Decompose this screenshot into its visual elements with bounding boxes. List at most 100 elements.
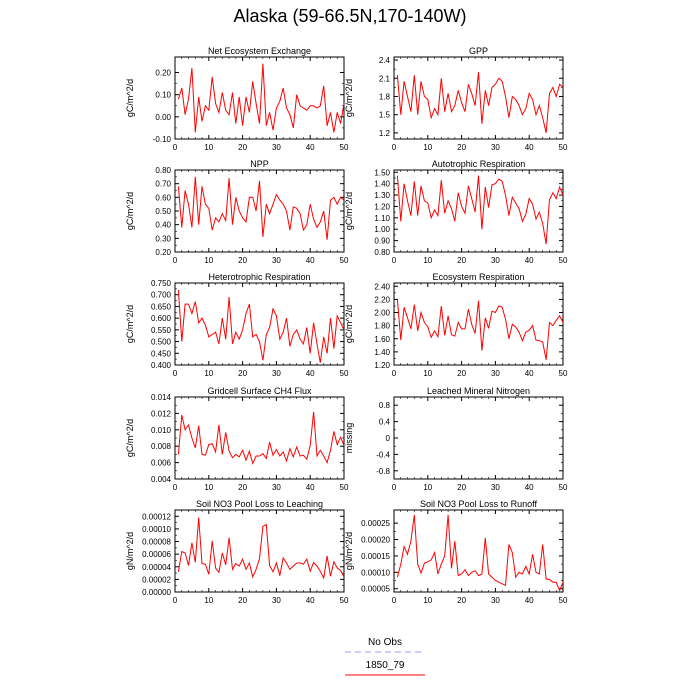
x-tick-label: 50	[340, 143, 349, 152]
y-tick-label: 0.00	[155, 113, 171, 122]
x-tick-label: 30	[491, 369, 500, 378]
x-tick-label: 0	[392, 256, 397, 265]
y-tick-label: 0.20	[155, 69, 171, 78]
x-tick-label: 20	[457, 596, 466, 605]
y-axis-label: missing	[344, 423, 354, 454]
y-tick-label: 0.8	[379, 401, 391, 410]
panel-title: GPP	[469, 46, 488, 56]
y-tick-label: 0	[386, 434, 391, 443]
legend-obs-label: No Obs	[368, 637, 402, 648]
panel-grid: Net Ecosystem Exchange gC/m^2/d 0 10 20 30 40 5…	[125, 46, 568, 605]
x-tick-label: 50	[559, 143, 568, 152]
y-tick-label: 0.550	[151, 326, 172, 335]
x-tick-label: 50	[559, 596, 568, 605]
x-tick-label: 0	[173, 369, 178, 378]
x-tick-label: 50	[340, 369, 349, 378]
figure-title: Alaska (59-66.5N,170-140W)	[233, 6, 467, 26]
y-tick-label: -0.4	[376, 450, 390, 459]
x-tick-label: 40	[306, 483, 315, 492]
x-tick-label: 40	[306, 369, 315, 378]
y-tick-label: 0.00015	[361, 552, 390, 561]
x-tick-label: 20	[238, 483, 247, 492]
panel-1: Net Ecosystem Exchange gC/m^2/d 0 10 20 30 40 5…	[125, 46, 349, 152]
x-tick-label: 30	[272, 596, 281, 605]
plot-frame	[393, 396, 564, 480]
y-tick-label: 0.00006	[142, 550, 171, 559]
x-tick-label: 0	[173, 596, 178, 605]
y-tick-label: 0.80	[155, 166, 171, 175]
x-tick-label: 10	[204, 483, 213, 492]
x-tick-label: 0	[392, 369, 397, 378]
x-tick-label: 40	[525, 256, 534, 265]
x-tick-label: 10	[423, 369, 432, 378]
x-tick-label: 20	[238, 369, 247, 378]
x-tick-label: 0	[392, 483, 397, 492]
x-tick-label: 30	[272, 143, 281, 152]
y-tick-label: 1.40	[374, 180, 390, 189]
panel-title: NPP	[250, 159, 269, 169]
x-tick-label: 20	[457, 143, 466, 152]
plot-frame	[174, 509, 345, 593]
y-axis-label: gC/m^2/d	[344, 79, 354, 117]
series-line	[396, 72, 564, 134]
x-tick-label: 40	[306, 256, 315, 265]
y-tick-label: 2.40	[374, 282, 390, 291]
y-tick-label: 0.650	[151, 302, 172, 311]
x-tick-label: 30	[491, 483, 500, 492]
panel-8: Leached Mineral Nitrogen missing 0 10 20 30 40…	[344, 386, 568, 492]
x-tick-label: 30	[491, 256, 500, 265]
plot-frame	[174, 56, 345, 140]
x-tick-label: 20	[238, 596, 247, 605]
y-tick-label: 0.70	[155, 180, 171, 189]
x-tick-label: 50	[559, 369, 568, 378]
series-line	[177, 517, 345, 580]
panel-9: Soil NO3 Pool Loss to Leaching gN/m^2/d 0 1…	[125, 499, 349, 605]
y-axis-label: gC/m^2/d	[125, 305, 135, 343]
x-tick-label: 20	[238, 143, 247, 152]
x-tick-label: 50	[559, 256, 568, 265]
panel-title: Ecosystem Respiration	[432, 272, 524, 282]
panel-title: Autotrophic Respiration	[432, 159, 526, 169]
y-tick-label: 0.4	[379, 418, 391, 427]
panel-6: Ecosystem Respiration gC/m^2/d 0 10 20 30 40 50…	[344, 272, 568, 378]
panel-10: Soil NO3 Pool Loss to Runoff gN/m^2/d 0 10 2…	[344, 499, 568, 605]
x-tick-label: 0	[392, 596, 397, 605]
y-tick-label: 0.700	[151, 291, 172, 300]
y-tick-label: 0.00010	[361, 568, 390, 577]
y-tick-label: 0.00020	[361, 536, 390, 545]
y-axis-label: gC/m^2/d	[344, 192, 354, 230]
y-tick-label: 0.00010	[142, 525, 171, 534]
y-tick-label: -0.10	[153, 135, 172, 144]
y-axis-label: gC/m^2/d	[344, 305, 354, 343]
y-tick-label: 0.50	[155, 207, 171, 216]
panel-3: NPP gC/m^2/d 0 10 20 30 40 50 0.20 0.30 0.40 0.50 0.…	[125, 159, 349, 265]
x-tick-label: 20	[457, 483, 466, 492]
y-tick-label: 0.00008	[142, 538, 171, 547]
y-tick-label: 2.00	[374, 309, 390, 318]
y-tick-label: 1.5	[379, 111, 391, 120]
y-axis-label: gC/m^2/d	[125, 192, 135, 230]
y-tick-label: 0.450	[151, 349, 172, 358]
x-tick-label: 50	[559, 483, 568, 492]
x-tick-label: 30	[491, 596, 500, 605]
series-line	[177, 289, 345, 363]
y-tick-label: 0.60	[155, 193, 171, 202]
y-tick-label: 0.00012	[142, 512, 171, 521]
y-tick-label: 1.40	[374, 348, 390, 357]
panel-2: GPP gC/m^2/d 0 10 20 30 40 50 1.2 1.5 1.8 2.1 2.4	[344, 46, 568, 152]
y-tick-label: 2.20	[374, 295, 390, 304]
x-tick-label: 10	[204, 369, 213, 378]
plot-frame	[393, 56, 564, 140]
y-tick-label: 0.500	[151, 338, 172, 347]
x-tick-label: 40	[525, 483, 534, 492]
x-tick-label: 30	[272, 369, 281, 378]
y-tick-label: 0.10	[155, 91, 171, 100]
y-tick-label: 2.1	[379, 74, 391, 83]
x-tick-label: 40	[306, 143, 315, 152]
y-tick-label: 1.60	[374, 335, 390, 344]
x-tick-label: 10	[423, 143, 432, 152]
panel-title: Gridcell Surface CH4 Flux	[207, 386, 312, 396]
y-tick-label: 0.20	[155, 248, 171, 257]
x-tick-label: 10	[204, 256, 213, 265]
series-line	[177, 411, 345, 465]
